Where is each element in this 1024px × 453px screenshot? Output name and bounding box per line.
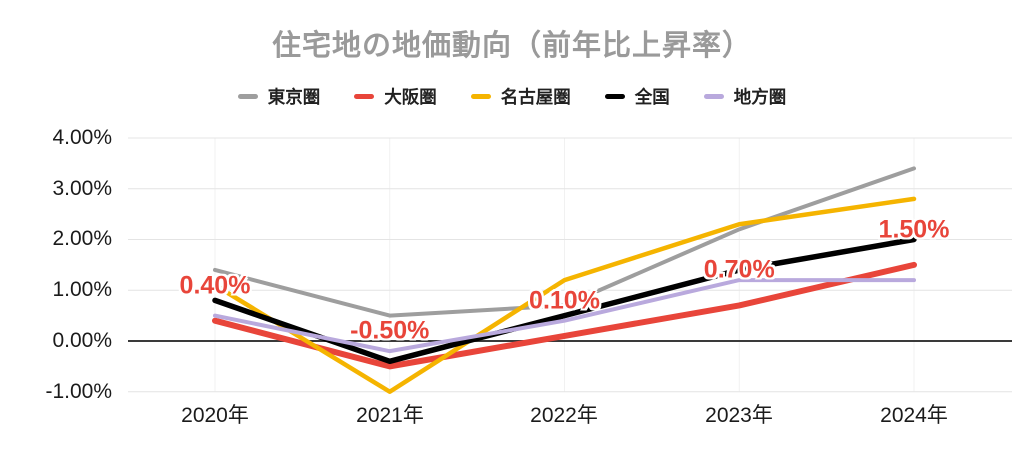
- legend-item-national: 全国: [604, 84, 670, 109]
- line-tokyo: [213, 166, 916, 318]
- chart-legend: 東京圏 大阪圏 名古屋圏 全国 地方圏: [0, 84, 1024, 109]
- legend-label-osaka: 大阪圏: [384, 87, 437, 107]
- legend-swatch-regional: [703, 94, 724, 99]
- point-label-osaka-2022年: 0.10%: [529, 286, 600, 315]
- y-axis-tick-label: 4.00%: [52, 126, 112, 149]
- line-nagoya: [212, 196, 917, 395]
- line-regional: [213, 278, 916, 354]
- x-axis-tick-label: 2020年: [181, 404, 249, 427]
- legend-label-nagoya: 名古屋圏: [500, 87, 571, 107]
- legend-label-regional: 地方圏: [733, 87, 787, 107]
- y-axis-tick-label: 2.00%: [52, 227, 112, 250]
- point-label-osaka-2020年: 0.40%: [179, 271, 251, 300]
- legend-item-regional: 地方圏: [703, 84, 787, 109]
- point-label-osaka-2023年: 0.70%: [703, 255, 775, 284]
- line-osaka: [212, 261, 917, 370]
- legend-item-osaka: 大阪圏: [354, 84, 437, 109]
- legend-label-national: 全国: [634, 87, 670, 107]
- legend-swatch-national: [604, 94, 625, 99]
- x-axis-tick-label: 2021年: [356, 404, 424, 427]
- x-axis-tick-label: 2024年: [880, 404, 948, 427]
- chart-title: 住宅地の地価動向（前年比上昇率）: [271, 30, 752, 62]
- legend-swatch-nagoya: [470, 94, 491, 99]
- y-axis-tick-label: 3.00%: [52, 177, 112, 200]
- legend-label-tokyo: 東京圏: [267, 87, 321, 107]
- point-label-osaka-2024年: 1.50%: [878, 215, 950, 244]
- y-axis-tick-label: 0.00%: [52, 329, 112, 352]
- legend-item-nagoya: 名古屋圏: [470, 84, 571, 109]
- y-axis-tick-label: -1.00%: [45, 380, 112, 403]
- legend-item-tokyo: 東京圏: [237, 84, 321, 109]
- x-axis-tick-label: 2022年: [530, 404, 598, 427]
- x-axis-tick-label: 2023年: [705, 404, 773, 427]
- y-axis-tick-label: 1.00%: [52, 278, 112, 301]
- point-label-osaka-2021年: -0.50%: [350, 316, 430, 345]
- legend-swatch-osaka: [354, 94, 375, 99]
- legend-swatch-tokyo: [237, 94, 258, 99]
